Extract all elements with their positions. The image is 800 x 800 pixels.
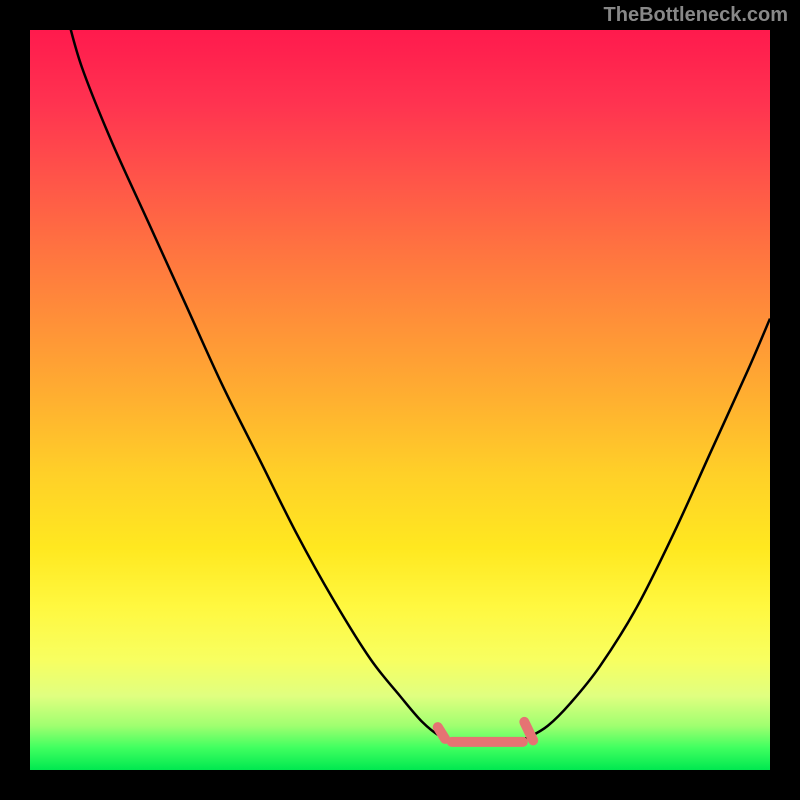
plot-area (30, 30, 770, 770)
watermark-text: TheBottleneck.com (604, 4, 788, 27)
bottleneck-curve (30, 30, 770, 770)
